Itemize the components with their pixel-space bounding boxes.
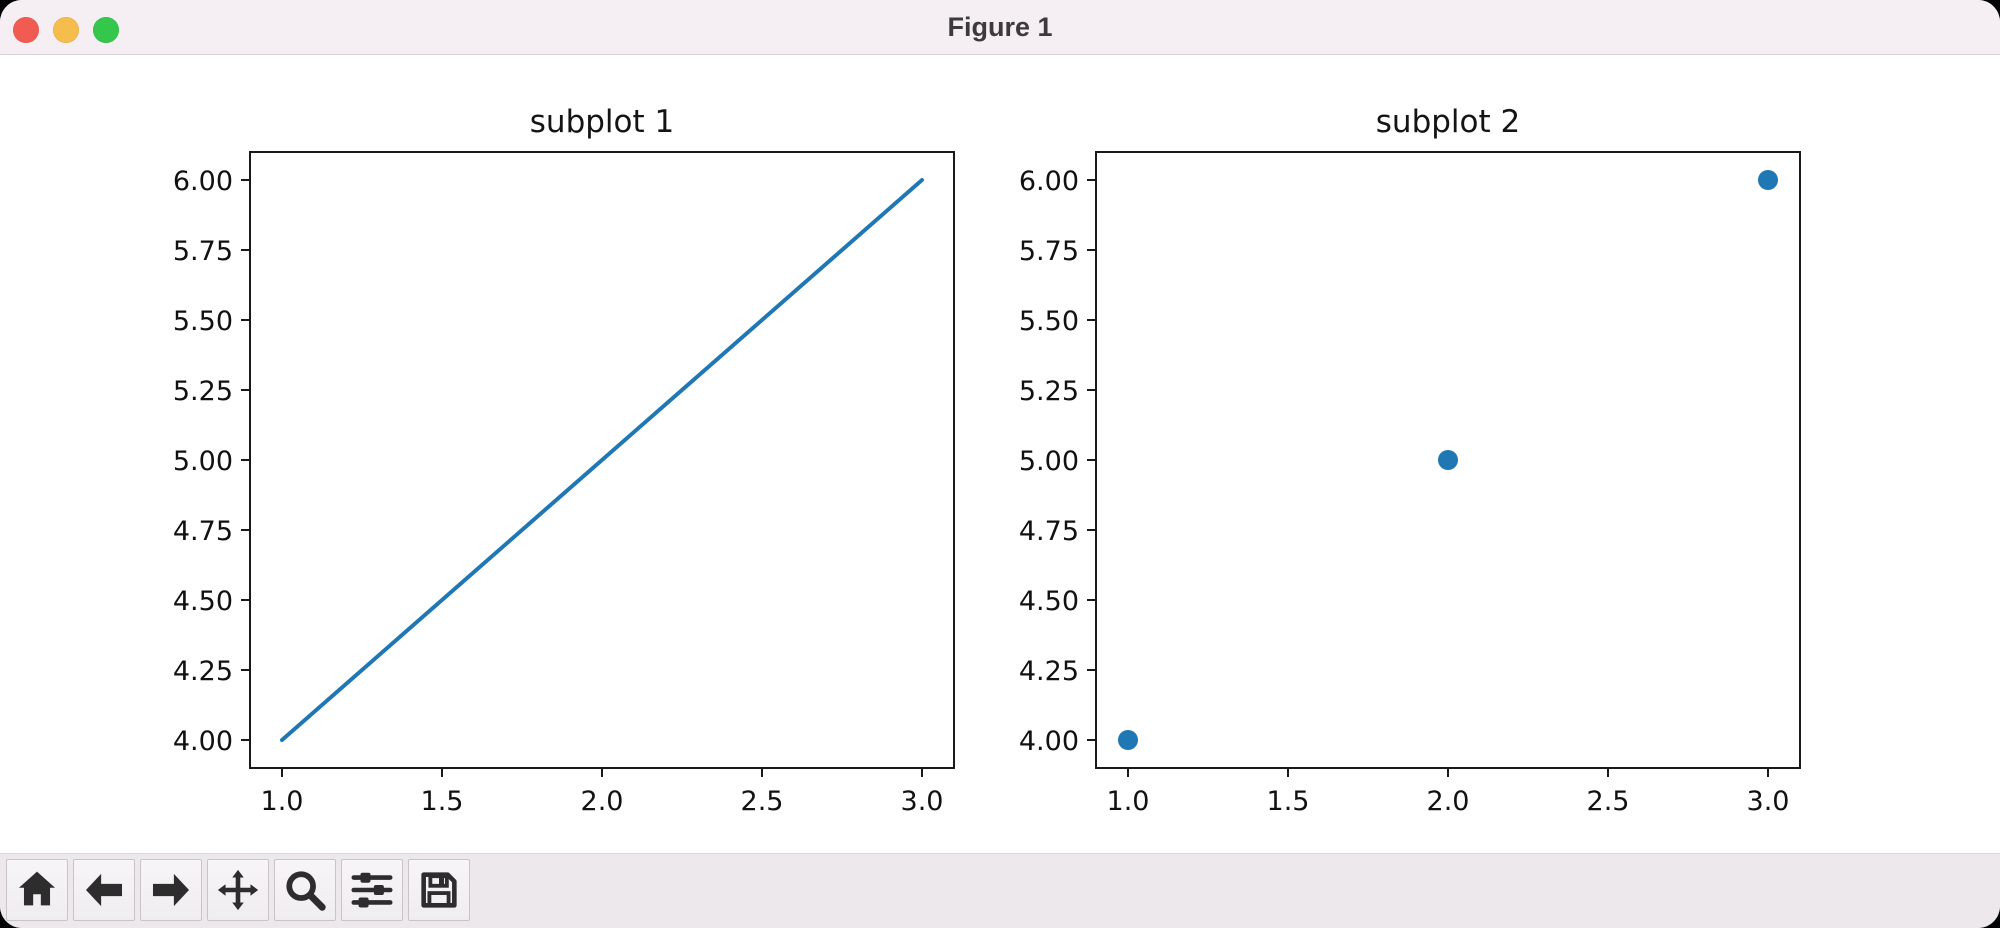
floppy-disk-icon	[421, 872, 457, 908]
subplot-1-title: subplot 1	[529, 104, 675, 140]
toolbar-button-save[interactable]	[408, 859, 470, 921]
home-icon	[18, 871, 56, 906]
arrow-right-icon	[152, 873, 190, 907]
window-title: Figure 1	[947, 11, 1053, 42]
figure-canvas	[0, 55, 2000, 853]
toolbar-button-pan[interactable]	[207, 859, 269, 921]
toolbar-button-home[interactable]	[6, 859, 68, 921]
navigation-toolbar: 掘金技术社区 @ 牛奶	[0, 853, 2000, 928]
toolbar-button-configure-subplots[interactable]	[341, 859, 403, 921]
toolbar-button-back[interactable]	[73, 859, 135, 921]
titlebar: Figure 1	[0, 0, 2000, 55]
close-button[interactable]	[13, 17, 39, 43]
zoom-button[interactable]	[93, 17, 119, 43]
toolbar-buttons	[6, 859, 470, 921]
toolbar-button-zoom[interactable]	[274, 859, 336, 921]
move-icon	[217, 869, 259, 911]
magnifier-icon	[286, 871, 326, 911]
toolbar-button-forward[interactable]	[140, 859, 202, 921]
traffic-lights	[13, 17, 119, 43]
sliders-icon	[351, 872, 393, 908]
minimize-button[interactable]	[53, 17, 79, 43]
arrow-left-icon	[85, 873, 123, 907]
subplot-2-title: subplot 2	[1375, 104, 1521, 140]
